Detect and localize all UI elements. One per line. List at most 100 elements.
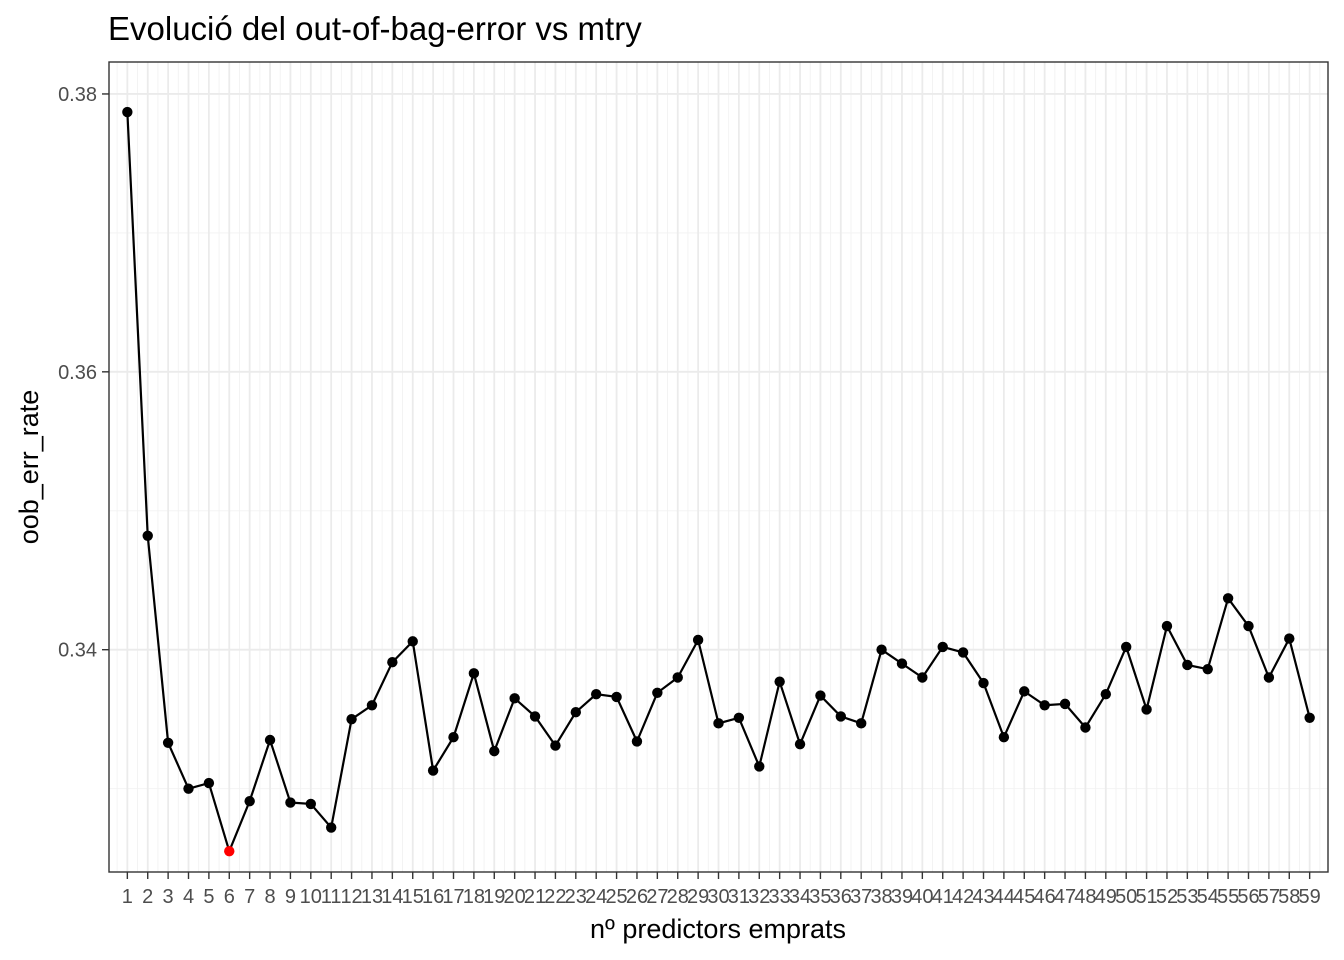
x-tick-label: 11 [321,886,342,908]
highlight-point [224,845,235,857]
x-tick-label: 22 [544,886,566,908]
x-tick-label: 47 [1054,886,1076,908]
data-point [978,677,989,689]
data-point [590,688,602,700]
data-point [407,636,418,647]
data-point [917,672,928,683]
x-tick-label: 45 [1013,886,1035,908]
y-axis: 0.34 0.36 0.38 [58,84,109,662]
y-tick-label: 0.38 [58,84,97,106]
x-tick-label: 56 [1237,886,1259,908]
x-tick-label: 6 [224,886,235,908]
data-point [1202,663,1213,675]
data-point [1141,704,1152,715]
y-tick-label: 0.34 [58,640,97,662]
x-axis: 1 2 3 4 5 6 7 8 9 1011121314151617181920212223242… [122,872,1321,908]
data-point [427,765,439,776]
x-tick-label: 12 [340,886,362,908]
x-tick-label: 15 [402,886,424,908]
x-tick-label: 3 [163,886,174,908]
data-point [1100,688,1112,700]
x-tick-label: 18 [463,886,485,908]
x-tick-label: 38 [870,886,892,908]
x-tick-label: 5 [203,886,214,908]
data-point [1284,633,1295,644]
x-tick-label: 40 [911,886,933,908]
x-tick-label: 10 [300,886,322,908]
series [122,106,1315,857]
x-tick-label: 23 [565,886,587,908]
data-point [1120,641,1132,653]
data-point [509,693,520,704]
x-tick-label: 59 [1299,886,1321,908]
data-point [713,718,724,729]
data-point [835,711,847,722]
x-tick-label: 24 [585,886,607,908]
x-tick-label: 9 [285,886,296,908]
x-tick-label: 14 [381,886,403,908]
x-tick-label: 53 [1176,886,1198,908]
data-point [1019,686,1030,697]
data-point [937,641,948,653]
x-tick-label: 32 [748,886,770,908]
x-axis-title: nº predictors emprats [590,914,846,944]
x-tick-label: 25 [605,886,627,908]
x-tick-label: 46 [1034,886,1056,908]
data-point [122,106,133,118]
x-tick-label: 51 [1135,886,1157,908]
x-tick-label: 52 [1156,886,1178,908]
x-tick-label: 19 [483,886,505,908]
data-point [1161,620,1173,632]
x-tick-label: 49 [1095,886,1117,908]
x-tick-label: 48 [1074,886,1096,908]
grid [109,62,1328,872]
data-point [876,644,887,655]
data-point [774,676,785,687]
x-tick-label: 7 [244,886,255,908]
data-point [1263,672,1275,683]
x-tick-label: 39 [891,886,913,908]
x-tick-label: 17 [442,886,464,908]
data-point [1059,698,1071,710]
x-tick-label: 36 [830,886,852,908]
data-point [489,745,500,757]
data-point [815,690,826,701]
x-tick-label: 50 [1115,886,1137,908]
x-tick-label: 4 [183,886,194,908]
y-tick-label: 0.36 [58,362,97,384]
x-tick-label: 30 [707,886,729,908]
data-point [285,797,296,808]
x-tick-label: 54 [1197,886,1219,908]
x-tick-label: 21 [524,886,546,908]
data-point [162,737,174,748]
x-tick-label: 28 [667,886,689,908]
data-point [244,795,255,807]
data-point [1080,722,1091,733]
x-tick-label: 37 [850,886,872,908]
data-point [611,691,622,703]
data-point [754,761,765,772]
x-tick-label: 2 [142,886,153,908]
data-point [366,700,378,711]
data-point [448,732,459,743]
data-point [550,740,561,751]
data-point [468,668,480,679]
data-point [387,657,398,668]
x-tick-label: 16 [422,886,444,908]
data-point [203,777,215,789]
data-point [733,712,745,723]
data-point [264,734,276,746]
x-tick-label: 34 [789,886,811,908]
data-point [529,711,541,722]
data-point [325,822,337,833]
x-tick-label: 35 [809,886,831,908]
x-tick-label: 13 [361,886,383,908]
x-tick-label: 27 [646,886,668,908]
data-point [346,713,357,725]
y-axis-title: oob_err_rate [14,390,44,545]
data-point [957,647,969,658]
x-tick-label: 44 [993,886,1015,908]
data-point [692,634,704,646]
